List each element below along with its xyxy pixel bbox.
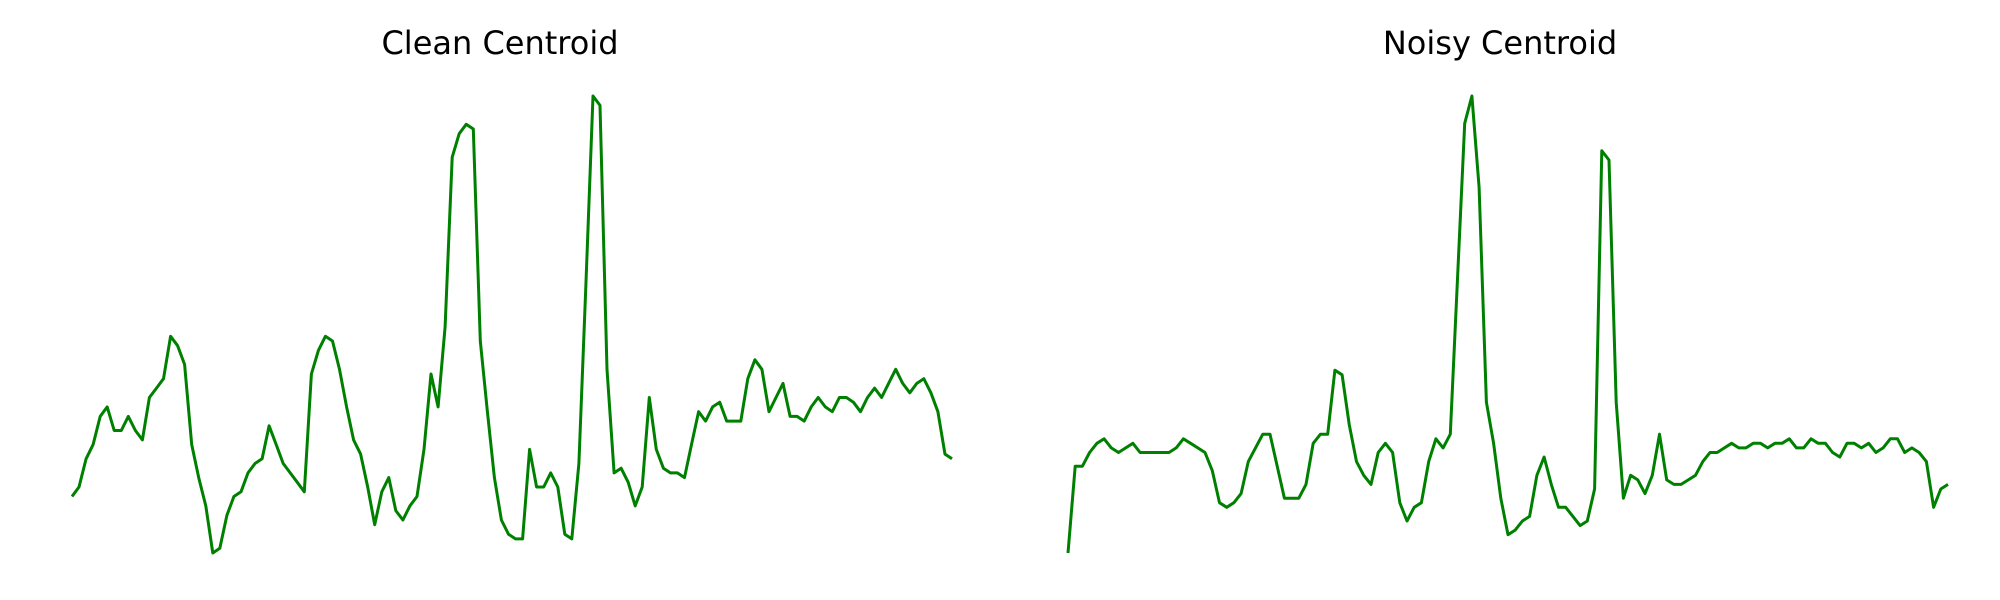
chart-panel-clean: Clean Centroid: [70, 24, 953, 555]
chart-title-noisy: Noisy Centroid: [1382, 24, 1618, 62]
series-line: [1066, 94, 1949, 554]
series-line: [70, 94, 953, 555]
line-plot-noisy: [1066, 94, 1949, 554]
chart-panel-noisy: Noisy Centroid: [1000, 0, 2000, 600]
line-plot-clean: [70, 94, 953, 555]
chart-title-clean: Clean Centroid: [381, 24, 619, 62]
